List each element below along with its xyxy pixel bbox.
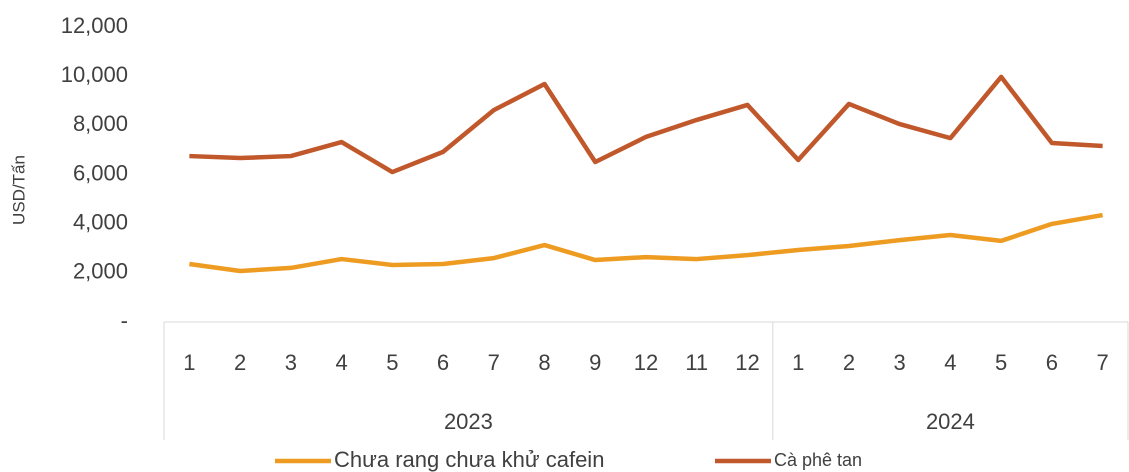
series-line [189, 74, 1103, 175]
y-tick-label: - [121, 308, 128, 333]
legend-label: Chưa rang chưa khử cafein [334, 447, 604, 472]
x-tick-label: 8 [538, 350, 550, 375]
x-tick-label: 2 [234, 350, 246, 375]
x-tick-label: 5 [386, 350, 398, 375]
x-tick-label: 3 [894, 350, 906, 375]
x-tick-label: 7 [488, 350, 500, 375]
x-tick-label: 9 [589, 350, 601, 375]
y-tick-label: 6,000 [73, 160, 128, 185]
x-tick-label: 6 [437, 350, 449, 375]
x-tick-label: 7 [1097, 350, 1109, 375]
y-axis-label: USD/Tấn [9, 155, 28, 225]
x-tick-label: 3 [285, 350, 297, 375]
x-tick-label: 1 [183, 350, 195, 375]
x-tick-label: 1 [792, 350, 804, 375]
y-tick-label: 10,000 [61, 62, 128, 87]
x-tick-label: 5 [995, 350, 1007, 375]
group-label: 2023 [444, 409, 493, 434]
legend-label: Cà phê tan [774, 450, 862, 470]
x-tick-label: 2 [843, 350, 855, 375]
group-label: 2024 [926, 409, 975, 434]
x-tick-label: 12 [735, 350, 759, 375]
y-tick-label: 4,000 [73, 209, 128, 234]
series-line [189, 212, 1104, 274]
x-tick-label: 4 [335, 350, 347, 375]
y-tick-label: 8,000 [73, 111, 128, 136]
x-tick-label: 6 [1046, 350, 1058, 375]
x-tick-label: 4 [944, 350, 956, 375]
y-tick-label: 2,000 [73, 259, 128, 284]
y-tick-label: 12,000 [61, 13, 128, 38]
x-tick-label: 11 [685, 350, 708, 375]
x-tick-label: 12 [634, 350, 658, 375]
